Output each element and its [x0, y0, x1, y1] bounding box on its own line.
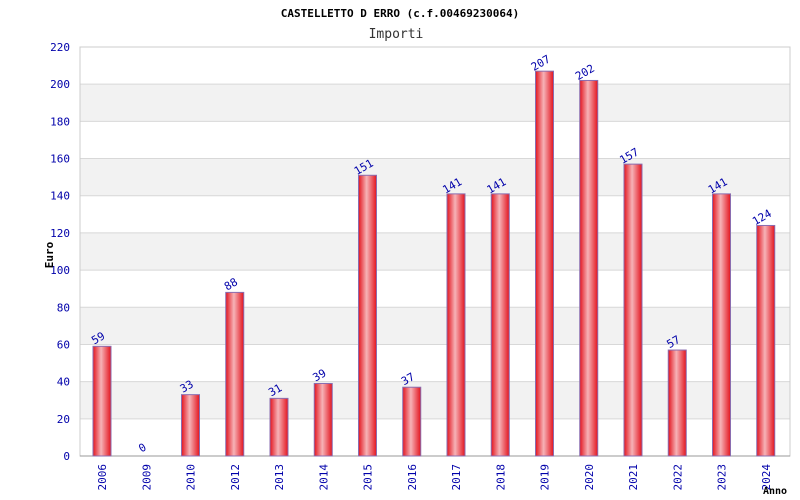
- value-label-2019: 207: [529, 53, 553, 74]
- value-label-2010: 33: [178, 378, 196, 396]
- y-tick-label: 220: [50, 41, 70, 54]
- x-axis-label: Anno: [763, 486, 787, 497]
- x-tick-label-2018: 2018: [494, 464, 507, 491]
- bar-2021: [623, 163, 643, 457]
- x-tick-label-2012: 2012: [229, 464, 242, 491]
- value-label-2009: 0: [136, 441, 148, 456]
- bar-2020: [579, 79, 599, 457]
- y-tick-label: 160: [50, 153, 70, 166]
- x-tick-label-2010: 2010: [185, 464, 198, 491]
- x-tick-label-2009: 2009: [140, 464, 153, 491]
- y-tick-label: 140: [50, 190, 70, 203]
- x-tick-label-2024: 2024: [760, 464, 773, 491]
- x-tick-label-2016: 2016: [406, 464, 419, 491]
- y-tick-label: 100: [50, 264, 70, 277]
- y-tick-label: 40: [57, 376, 70, 389]
- bar-2017: [446, 193, 466, 457]
- y-tick-label: 80: [57, 301, 70, 314]
- y-tick-label: 180: [50, 115, 70, 128]
- x-tick-label-2014: 2014: [317, 464, 330, 491]
- x-tick-label-2021: 2021: [627, 464, 640, 491]
- x-tick-label-2013: 2013: [273, 464, 286, 491]
- value-label-2020: 202: [573, 62, 597, 83]
- bar-2023: [712, 193, 731, 457]
- bar-2019: [535, 70, 554, 457]
- value-label-2016: 37: [399, 370, 417, 388]
- y-axis-label: Euro: [43, 241, 56, 268]
- value-label-2024: 124: [750, 207, 774, 228]
- bar-2014: [313, 382, 333, 457]
- chart-subtitle: Importi: [369, 27, 424, 42]
- bar-2016: [402, 386, 422, 457]
- grid-band: [80, 84, 790, 122]
- x-tick-labels: 2006 2009 2010 2012 2013 2014 2015 2016 2017 2018…: [96, 464, 773, 491]
- chart-title: CASTELLETTO D ERRO (c.f.00469230064): [281, 7, 519, 20]
- bar-2015: [358, 174, 377, 457]
- bars: [92, 70, 776, 457]
- x-tick-label-2022: 2022: [671, 464, 684, 491]
- x-tick-label-2015: 2015: [362, 464, 375, 491]
- x-tick-label-2006: 2006: [96, 464, 109, 491]
- bar-2022: [667, 349, 687, 457]
- y-tick-label: 20: [57, 413, 70, 426]
- bar-2010: [181, 394, 200, 457]
- bar-2013: [269, 397, 289, 457]
- grid-band: [80, 158, 790, 196]
- plot-background: [80, 84, 790, 419]
- grid-band: [80, 307, 790, 345]
- y-tick-labels: 0 20 40 60 80 100 120 140 160 180 200 220: [50, 41, 70, 463]
- value-label-2006: 59: [89, 329, 107, 347]
- bar-2006: [92, 345, 112, 457]
- x-tick-label-2017: 2017: [450, 464, 463, 491]
- grid-band: [80, 232, 790, 271]
- bar-2018: [490, 193, 510, 457]
- y-tick-label: 60: [57, 338, 70, 351]
- bar-2012: [225, 291, 245, 457]
- value-label-2012: 88: [222, 275, 240, 293]
- y-tick-label: 0: [63, 450, 70, 463]
- y-tick-label: 120: [50, 227, 70, 240]
- x-tick-label-2020: 2020: [583, 464, 596, 491]
- bar-2024: [756, 224, 776, 457]
- value-label-2013: 31: [266, 381, 284, 399]
- value-label-2014: 39: [311, 367, 329, 385]
- y-tick-label: 200: [50, 78, 70, 91]
- x-tick-label-2023: 2023: [716, 464, 729, 491]
- value-label-2022: 57: [665, 333, 683, 351]
- x-tick-label-2019: 2019: [539, 464, 552, 491]
